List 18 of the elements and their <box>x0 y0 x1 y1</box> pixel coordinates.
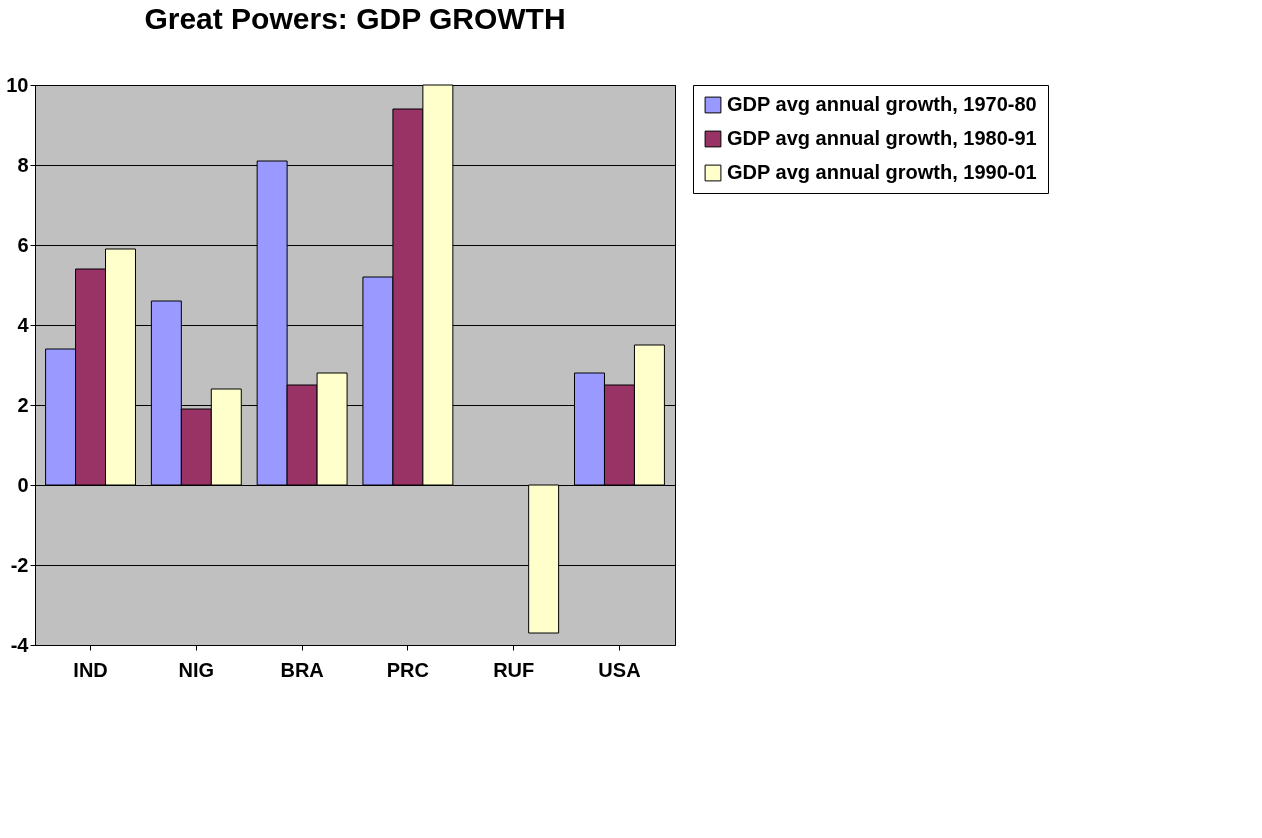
y-tick-label: 8 <box>17 153 29 176</box>
y-tick-label: 10 <box>6 73 29 96</box>
y-tick-label: 2 <box>17 393 29 416</box>
y-tick-label: -2 <box>10 553 29 576</box>
x-tick-label: IND <box>73 658 108 681</box>
chart-title: Great Powers: GDP GROWTH <box>144 2 566 35</box>
y-tick-label: -4 <box>10 633 30 656</box>
y-tick-label: 0 <box>17 473 29 496</box>
legend-label: GDP avg annual growth, 1990-01 <box>727 161 1037 183</box>
y-tick-label: 4 <box>17 313 30 336</box>
x-tick-label: NIG <box>178 658 215 681</box>
x-tick-label: RUF <box>493 658 535 681</box>
y-tick-label: 6 <box>17 233 29 256</box>
legend-label: GDP avg annual growth, 1980-91 <box>727 127 1037 149</box>
x-tick-label: BRA <box>280 658 324 681</box>
legend-label: GDP avg annual growth, 1970-80 <box>727 93 1037 115</box>
x-tick-label: USA <box>598 658 641 681</box>
x-tick-label: PRC <box>386 658 430 681</box>
